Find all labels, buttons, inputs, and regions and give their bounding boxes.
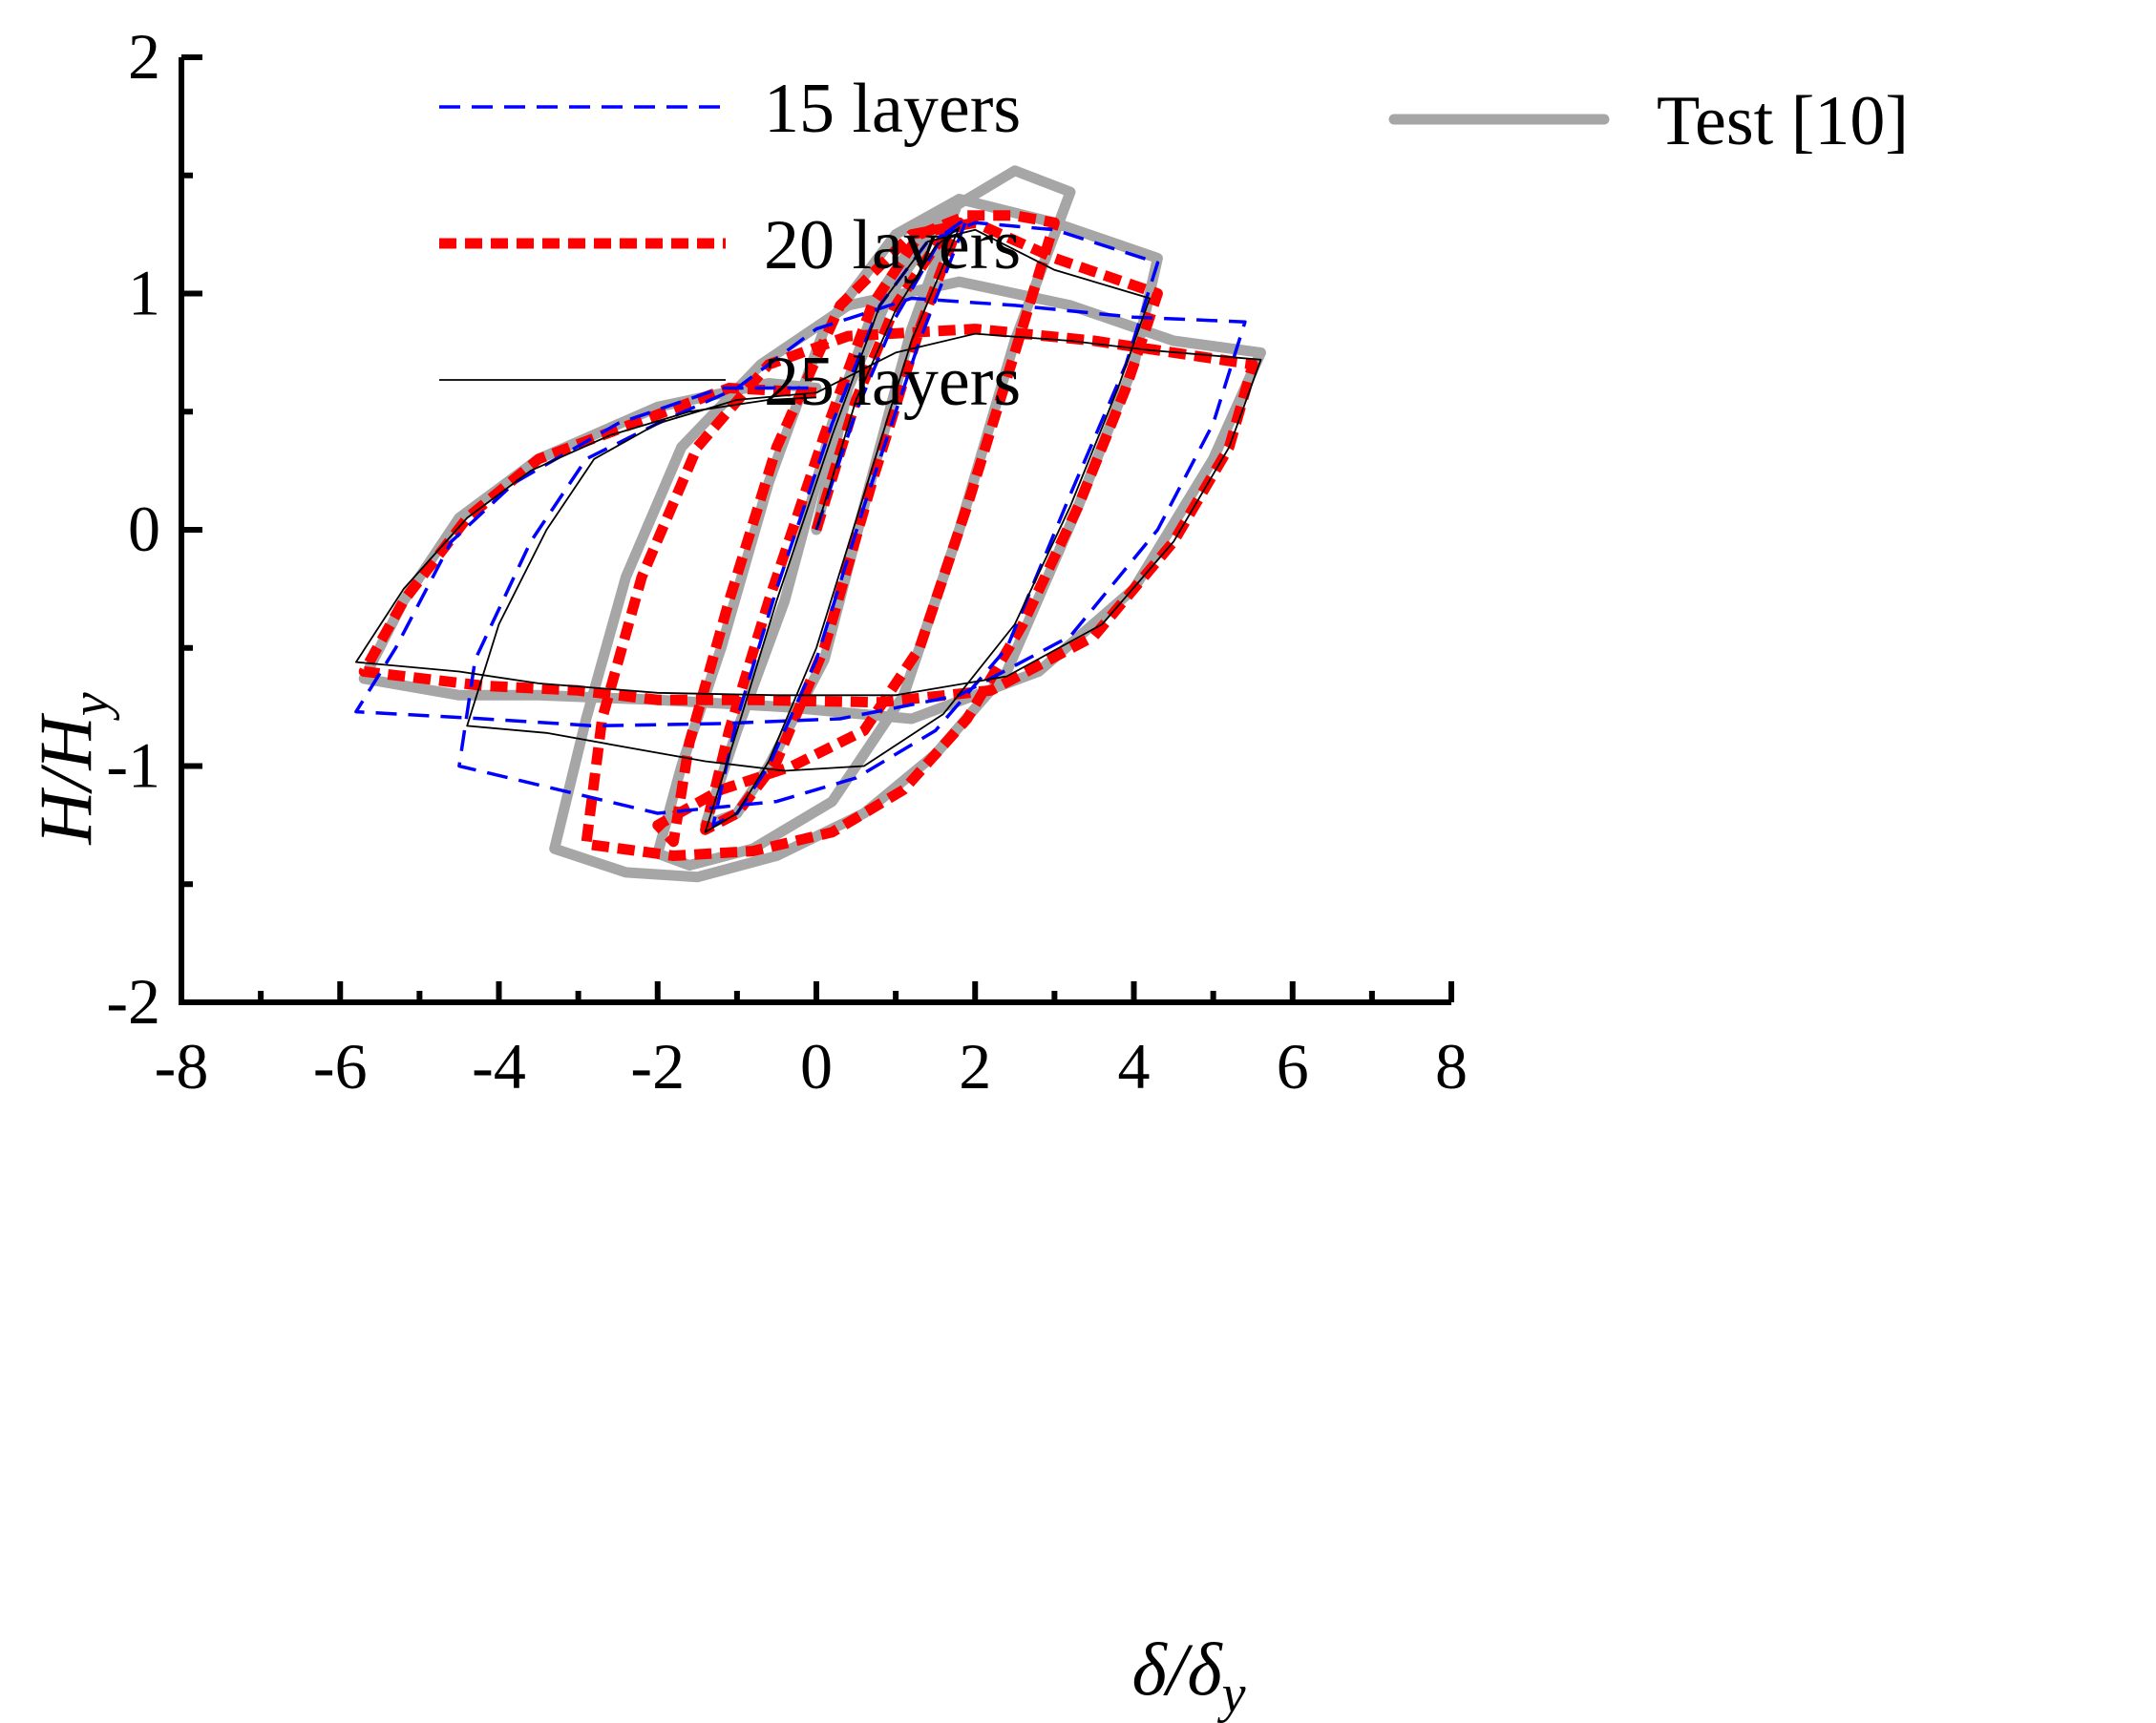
x-tick-label: 6 [1277,1030,1309,1103]
x-tick-label: -6 [313,1030,368,1103]
plot-area [354,165,1266,883]
legend-item: 15 layers [439,70,1021,148]
y-tick-label: 0 [128,493,160,565]
y-tick-label: 2 [128,20,160,93]
series-line [358,210,1258,861]
x-axis-title: δ/δy [1131,1628,1245,1723]
x-tick-labels: -8 -6 -4 -2 0 2 4 6 8 [155,1030,1468,1103]
x-axis-title-sub: y [1217,1665,1246,1723]
series-25-layers [355,226,1262,833]
series-line [354,216,1247,828]
series-15-layers [354,216,1247,828]
x-axis-title-main: δ/δ [1131,1628,1223,1711]
x-tick-label: 0 [800,1030,833,1103]
x-tick-label: -2 [630,1030,685,1103]
x-tick-label: 2 [959,1030,991,1103]
y-axis-title-main: H/H [24,713,107,846]
legend-label: 20 layers [764,206,1021,284]
x-tick-label: 8 [1435,1030,1468,1103]
y-tick-label: -1 [106,729,160,802]
series-20-layers [358,210,1258,861]
legend-item: 25 layers [439,343,1021,421]
y-axis-title-sub: y [61,692,120,721]
legend-label: 15 layers [764,70,1021,148]
x-tick-label: -8 [155,1030,209,1103]
y-tick-label: 1 [128,257,160,329]
legend-item: 20 layers [439,206,1021,284]
x-tick-label: 4 [1118,1030,1151,1103]
x-tick-label: -4 [472,1030,526,1103]
legend: 15 layers 20 layers 25 layers Test [10] [439,70,1909,421]
legend-label: 25 layers [764,343,1021,421]
axes [179,54,1454,1005]
y-tick-labels: -2 -1 0 1 2 [106,20,160,1038]
legend-label: Test [10] [1657,82,1909,160]
legend-item: Test [10] [1388,82,1909,160]
series-line [355,226,1262,833]
y-tick-label: -2 [106,965,160,1038]
y-axis-title: H/Hy [24,692,120,845]
